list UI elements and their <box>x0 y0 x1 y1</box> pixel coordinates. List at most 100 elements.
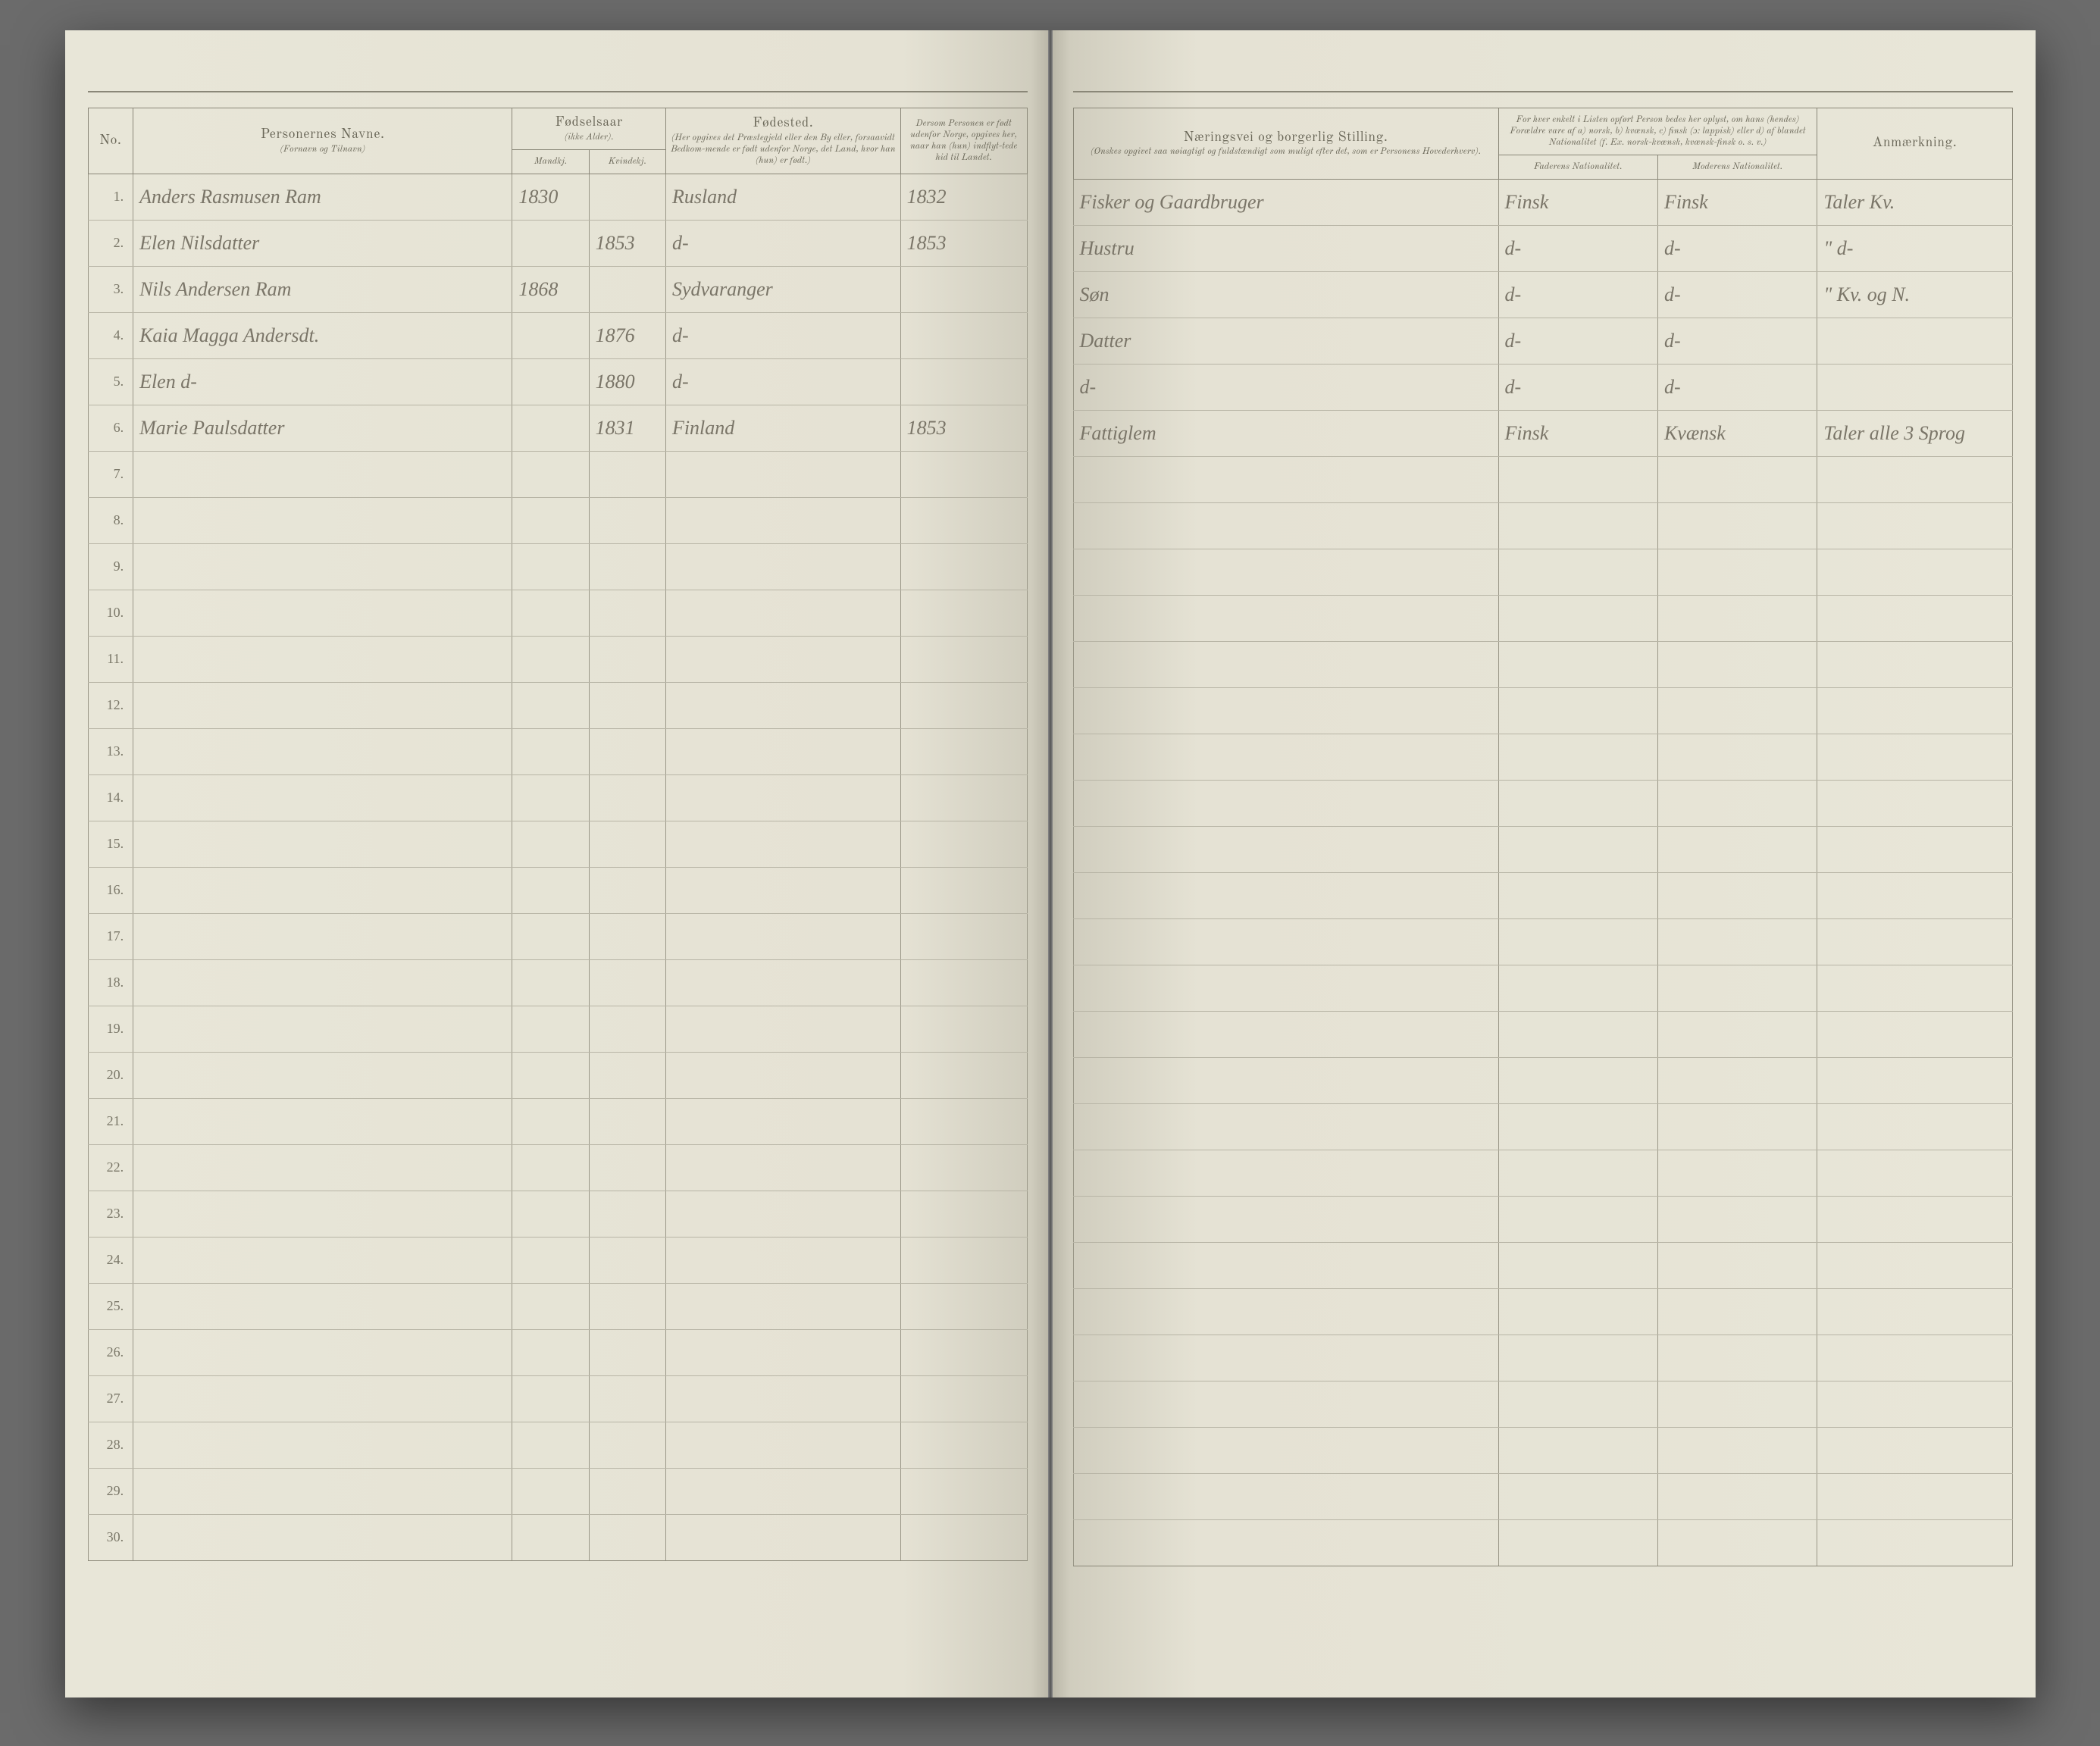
cell-year-m <box>512 1191 589 1237</box>
row-number: 19. <box>88 1006 133 1052</box>
cell-mother: d- <box>1657 365 1817 411</box>
cell-mother <box>1657 1150 1817 1197</box>
cell-mother <box>1657 1381 1817 1428</box>
row-number: 12. <box>88 682 133 728</box>
cell-occupation <box>1073 919 1498 965</box>
cell-remarks <box>1817 1243 2012 1289</box>
cell-occupation: Datter <box>1073 318 1498 365</box>
cell-mother <box>1657 1243 1817 1289</box>
cell-mother <box>1657 1428 1817 1474</box>
table-body-left: 1.Anders Rasmusen Ram1830Rusland18322.El… <box>88 174 1027 1560</box>
table-row: 17. <box>88 913 1027 959</box>
cell-father: d- <box>1498 365 1657 411</box>
table-row: 5.Elen d-1880d- <box>88 358 1027 405</box>
cell-father <box>1498 781 1657 827</box>
cell-year-f <box>589 543 665 590</box>
table-row: 1.Anders Rasmusen Ram1830Rusland1832 <box>88 174 1027 220</box>
cell-birthplace <box>665 590 900 636</box>
hdr-father: Faderens Nationalitet. <box>1498 155 1657 180</box>
cell-birthplace <box>665 1514 900 1560</box>
table-row: 19. <box>88 1006 1027 1052</box>
cell-name: Nils Andersen Ram <box>133 266 512 312</box>
cell-arrived <box>900 266 1027 312</box>
row-number: 23. <box>88 1191 133 1237</box>
row-number: 27. <box>88 1375 133 1422</box>
cell-remarks <box>1817 1381 2012 1428</box>
cell-year-f: 1876 <box>589 312 665 358</box>
cell-occupation <box>1073 1520 1498 1566</box>
cell-name <box>133 821 512 867</box>
cell-name: Elen d- <box>133 358 512 405</box>
cell-remarks <box>1817 1428 2012 1474</box>
cell-year-m <box>512 774 589 821</box>
cell-year-m <box>512 1422 589 1468</box>
table-row: Fisker og GaardbrugerFinskFinskTaler Kv. <box>1073 180 2012 226</box>
cell-mother <box>1657 734 1817 781</box>
cell-father <box>1498 873 1657 919</box>
cell-birthplace <box>665 959 900 1006</box>
table-header-right: Næringsvei og borgerlig Stilling. (Ønske… <box>1073 108 2012 180</box>
cell-mother <box>1657 827 1817 873</box>
cell-year-f <box>589 728 665 774</box>
table-row <box>1073 919 2012 965</box>
cell-mother <box>1657 1474 1817 1520</box>
cell-remarks <box>1817 919 2012 965</box>
row-number: 16. <box>88 867 133 913</box>
table-row: 6.Marie Paulsdatter1831Finland1853 <box>88 405 1027 451</box>
cell-occupation <box>1073 1012 1498 1058</box>
cell-mother <box>1657 1012 1817 1058</box>
cell-birthplace <box>665 1422 900 1468</box>
cell-occupation <box>1073 1289 1498 1335</box>
cell-name <box>133 913 512 959</box>
cell-arrived <box>900 959 1027 1006</box>
cell-year-f <box>589 451 665 497</box>
cell-arrived <box>900 1237 1027 1283</box>
cell-birthplace <box>665 1052 900 1098</box>
cell-year-f <box>589 497 665 543</box>
table-row <box>1073 965 2012 1012</box>
cell-occupation <box>1073 1150 1498 1197</box>
cell-year-m <box>512 1514 589 1560</box>
cell-arrived <box>900 1144 1027 1191</box>
hdr-name: Personernes Navne. (Fornavn og Tilnavn) <box>133 108 512 174</box>
cell-birthplace: Sydvaranger <box>665 266 900 312</box>
table-row <box>1073 873 2012 919</box>
cell-arrived <box>900 1468 1027 1514</box>
table-row <box>1073 827 2012 873</box>
row-number: 1. <box>88 174 133 220</box>
cell-father <box>1498 827 1657 873</box>
cell-name <box>133 728 512 774</box>
table-row: 10. <box>88 590 1027 636</box>
row-number: 10. <box>88 590 133 636</box>
cell-year-f <box>589 590 665 636</box>
cell-occupation <box>1073 1104 1498 1150</box>
table-row <box>1073 1289 2012 1335</box>
cell-name <box>133 1006 512 1052</box>
table-row: 21. <box>88 1098 1027 1144</box>
hdr-no: No. <box>88 108 133 174</box>
cell-remarks <box>1817 318 2012 365</box>
cell-father <box>1498 1243 1657 1289</box>
cell-occupation <box>1073 1197 1498 1243</box>
book-spine <box>1048 30 1053 1698</box>
cell-name: Anders Rasmusen Ram <box>133 174 512 220</box>
cell-occupation <box>1073 1428 1498 1474</box>
cell-year-m <box>512 497 589 543</box>
cell-year-m <box>512 1468 589 1514</box>
cell-name <box>133 636 512 682</box>
cell-year-f <box>589 821 665 867</box>
cell-birthplace: Rusland <box>665 174 900 220</box>
cell-year-f <box>589 266 665 312</box>
row-number: 11. <box>88 636 133 682</box>
census-ledger-book: No. Personernes Navne. (Fornavn og Tilna… <box>65 30 2036 1698</box>
cell-birthplace <box>665 682 900 728</box>
table-row: 18. <box>88 959 1027 1006</box>
table-row: 25. <box>88 1283 1027 1329</box>
cell-father <box>1498 503 1657 549</box>
cell-name: Kaia Magga Andersdt. <box>133 312 512 358</box>
cell-year-f <box>589 1052 665 1098</box>
cell-name <box>133 1329 512 1375</box>
cell-arrived <box>900 358 1027 405</box>
cell-mother: Finsk <box>1657 180 1817 226</box>
table-row: 3.Nils Andersen Ram1868Sydvaranger <box>88 266 1027 312</box>
